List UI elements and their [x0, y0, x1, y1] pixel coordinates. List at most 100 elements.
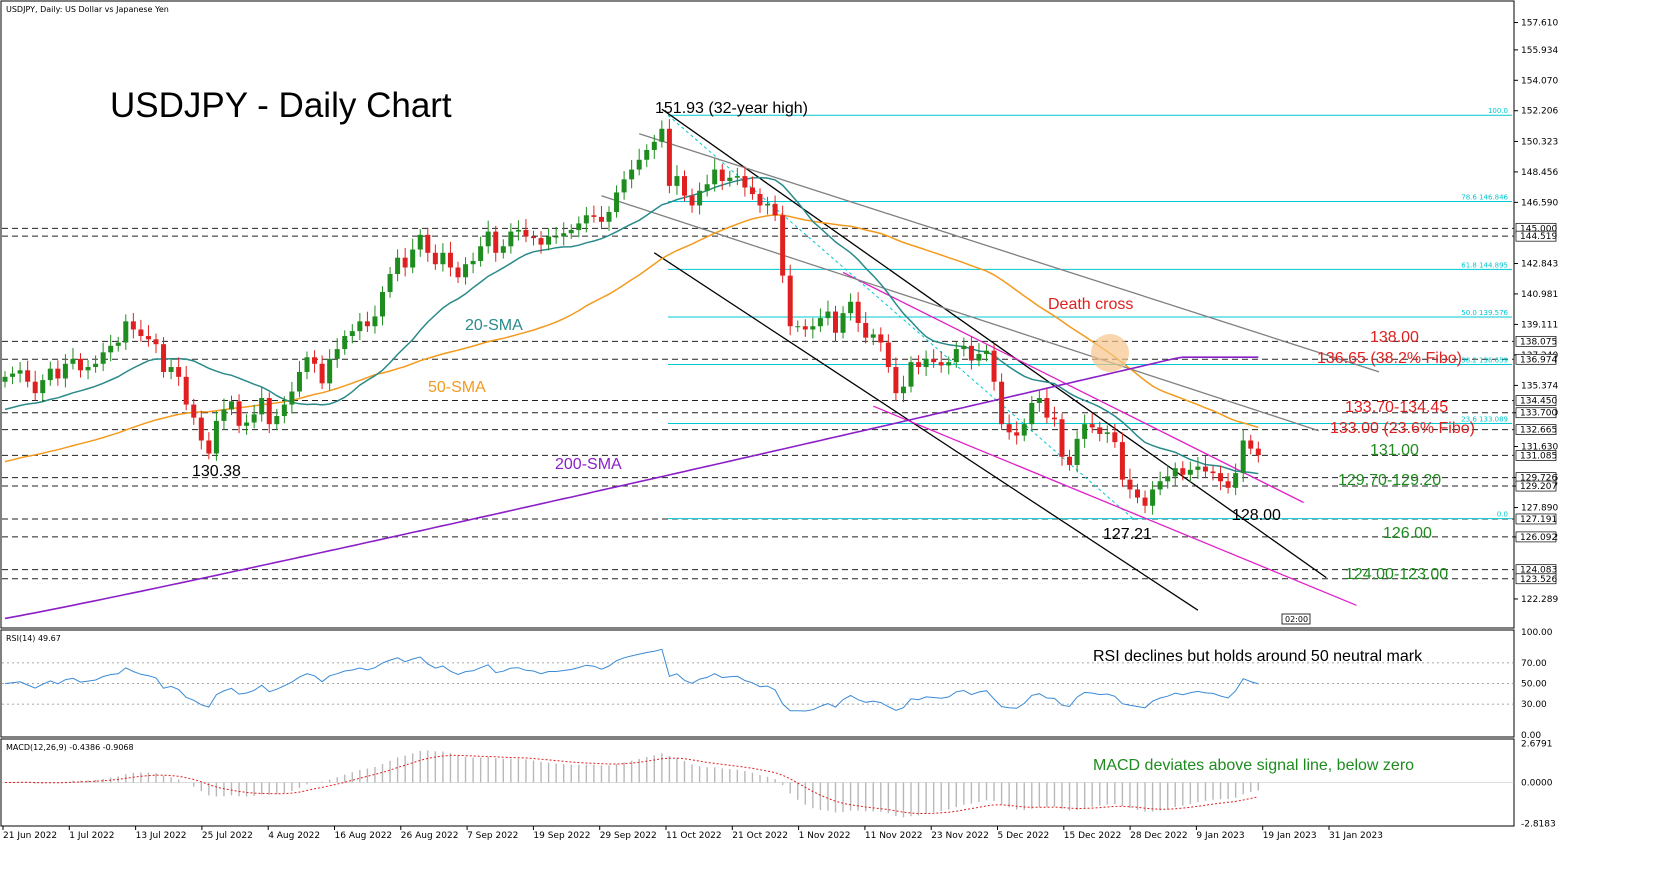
candle-body — [55, 368, 61, 379]
sma200-label: 200-SMA — [555, 456, 622, 473]
candle-body — [976, 353, 982, 361]
rsi-tick-label: 100.00 — [1521, 628, 1553, 638]
candle-body — [795, 326, 801, 328]
fibo-level-label: 61.8 144.895 — [1461, 261, 1508, 269]
level-131-label: 131.00 — [1370, 442, 1419, 459]
candle-body — [568, 229, 574, 234]
candle-body — [25, 370, 31, 382]
y-tick-label: 146.590 — [1521, 198, 1558, 208]
candle-body — [70, 358, 76, 364]
candle-body — [206, 440, 212, 454]
candle-body — [304, 357, 310, 372]
candle-body — [1082, 424, 1088, 439]
candle-body — [312, 357, 318, 364]
candle-body — [17, 370, 23, 374]
price-box-label: 123.526 — [1520, 575, 1557, 585]
candle-body — [893, 367, 899, 394]
candle-body — [447, 252, 453, 268]
candle-body — [651, 141, 657, 150]
fibo-level-label: 38.2 136.659 — [1461, 357, 1508, 365]
price-box — [1515, 407, 1557, 419]
rsi-tick-label: 0.00 — [1521, 731, 1541, 741]
candle-body — [1044, 398, 1050, 418]
candle-body — [191, 404, 197, 418]
x-tick-label: 1 Jul 2022 — [69, 831, 114, 841]
candle-body — [833, 311, 838, 333]
candle-body — [606, 212, 612, 222]
candle-body — [870, 334, 876, 338]
level-128-label: 128.00 — [1232, 507, 1281, 524]
candle-body — [591, 215, 597, 217]
candle-body — [115, 342, 121, 346]
candle-body — [229, 401, 234, 410]
candle-body — [213, 420, 219, 454]
rsi-tick-label: 30.00 — [1521, 700, 1547, 710]
candle-body — [734, 176, 740, 178]
level-1297-label: 129.70-129.20 — [1338, 472, 1441, 489]
candle-body — [47, 368, 53, 381]
level-124-label: 124.00-123.00 — [1345, 566, 1448, 583]
candle-body — [1074, 438, 1080, 465]
candle-body — [478, 246, 484, 261]
candle-body — [417, 234, 423, 250]
candle-body — [130, 321, 136, 330]
candle-body — [1202, 466, 1208, 472]
candle-body — [236, 401, 242, 426]
y-tick-label: 139.111 — [1521, 320, 1558, 330]
x-tick-label: 28 Dec 2022 — [1130, 831, 1188, 841]
candle-body — [984, 350, 989, 354]
price-box — [1515, 480, 1557, 492]
x-tick-label: 29 Sep 2022 — [600, 831, 657, 841]
candle-body — [1006, 424, 1012, 433]
candle-body — [1127, 479, 1133, 490]
candle-body — [916, 362, 922, 368]
candle-body — [810, 326, 816, 330]
price-box — [1515, 450, 1557, 461]
candle-body — [342, 336, 348, 350]
x-tick-label: 16 Aug 2022 — [335, 831, 393, 841]
candle-body — [145, 336, 151, 340]
channel-gray-upper — [639, 133, 1380, 373]
candle-body — [349, 331, 355, 337]
candle-body — [1051, 417, 1057, 420]
candle-body — [1195, 466, 1201, 470]
main-panel-frame — [0, 0, 1515, 629]
candle-body — [787, 275, 793, 327]
time-box — [1281, 613, 1311, 625]
candle-body — [757, 194, 763, 206]
candle-body — [780, 215, 786, 276]
macd-signal-line — [5, 754, 1259, 814]
x-tick-label: 25 Jul 2022 — [202, 831, 253, 841]
candle-body — [953, 349, 959, 363]
sma20-line — [4, 176, 1259, 475]
candle-body — [1112, 432, 1118, 443]
candle-body — [364, 321, 370, 327]
x-tick-label: 26 Aug 2022 — [401, 831, 459, 841]
fibo-level-label: 100.0 — [1488, 107, 1508, 115]
candle-body — [10, 373, 16, 377]
time-box-label: 02:00 — [1285, 615, 1308, 624]
price-box-label: 134.450 — [1520, 396, 1557, 406]
candle-body — [500, 246, 506, 253]
candle-body — [296, 371, 302, 392]
candle-body — [629, 169, 635, 180]
candle-body — [425, 234, 431, 253]
macd-annotation: MACD deviates above signal line, below z… — [1093, 757, 1414, 774]
sma50-line — [4, 214, 1259, 463]
candle-body — [621, 179, 627, 193]
macd-title: MACD(12,26,9) -0.4386 -0.9068 — [6, 743, 134, 752]
candle-body — [719, 169, 725, 181]
candle-body — [855, 301, 861, 323]
candle-body — [674, 176, 680, 186]
channel-black-upper — [661, 108, 1327, 579]
candle-body — [1135, 489, 1140, 498]
candle-body — [508, 231, 514, 247]
candle-body — [85, 367, 91, 371]
candle-body — [168, 367, 174, 372]
candle-body — [682, 176, 687, 196]
channel-black-lower — [653, 252, 1199, 611]
candle-body — [999, 381, 1005, 425]
candle-body — [561, 233, 567, 237]
price-box-label: 145.000 — [1520, 224, 1557, 234]
candle-body — [198, 417, 204, 441]
